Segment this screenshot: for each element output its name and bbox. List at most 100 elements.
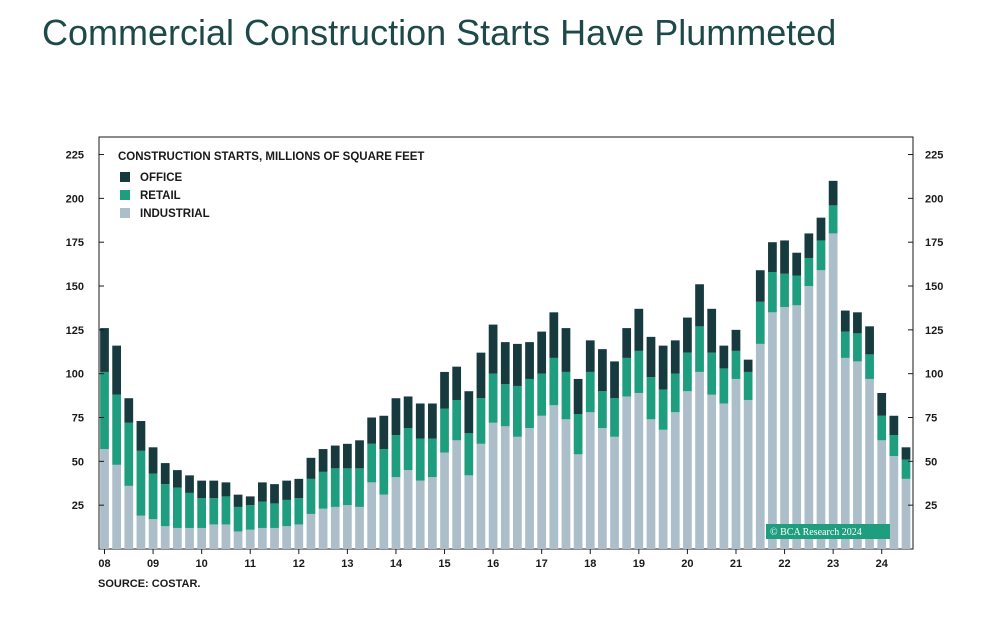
x-tick-label-15: 15	[438, 558, 450, 570]
bar-retail-3	[136, 450, 146, 516]
bar-office-18	[318, 449, 328, 472]
bar-retail-34	[513, 385, 522, 437]
page-title: Commercial Construction Starts Have Plum…	[42, 12, 837, 53]
bar-industrial-49	[695, 371, 704, 549]
y-tick-label-right-50: 50	[925, 456, 937, 468]
bar-retail-22	[367, 443, 377, 483]
bar-retail-1	[112, 394, 122, 465]
legend-label-office: OFFICE	[140, 172, 182, 184]
bar-retail-10	[221, 496, 231, 525]
bar-office-54	[755, 270, 765, 302]
bar-office-66	[901, 447, 911, 460]
bar-industrial-28	[440, 452, 449, 549]
bar-retail-51	[719, 368, 729, 404]
bar-industrial-29	[452, 440, 462, 549]
bar-office-62	[853, 312, 862, 334]
y-tick-label-left-225: 225	[66, 150, 84, 162]
bar-retail-16	[294, 498, 304, 525]
bar-office-60	[828, 180, 838, 206]
bar-industrial-47	[670, 412, 680, 549]
bar-retail-15	[282, 499, 292, 527]
bar-retail-13	[258, 501, 267, 528]
y-tick-label-right-100: 100	[925, 369, 943, 381]
bar-retail-7	[185, 492, 194, 528]
bar-office-22	[367, 417, 377, 444]
bar-office-37	[549, 312, 559, 358]
x-tick-label-09: 09	[147, 558, 159, 570]
x-tick-label-20: 20	[681, 558, 693, 570]
bar-retail-59	[816, 240, 826, 271]
x-tick-label-22: 22	[778, 558, 790, 570]
bar-office-33	[500, 342, 510, 385]
bar-retail-42	[610, 398, 619, 437]
bar-industrial-57	[792, 305, 802, 549]
bar-retail-64	[877, 415, 887, 441]
y-tick-label-left-200: 200	[66, 193, 84, 205]
bar-office-58	[804, 233, 814, 258]
bar-retail-9	[209, 498, 219, 525]
bar-retail-53	[743, 371, 753, 400]
bar-industrial-40	[585, 412, 595, 549]
x-tick-label-13: 13	[341, 558, 353, 570]
bar-retail-46	[658, 389, 668, 430]
y-tick-label-right-225: 225	[925, 150, 943, 162]
bar-office-11	[233, 494, 243, 507]
bar-industrial-25	[403, 470, 413, 549]
bar-office-57	[792, 252, 802, 276]
bar-retail-57	[792, 275, 802, 306]
bar-industrial-30	[464, 475, 474, 549]
bar-retail-58	[804, 257, 814, 287]
credit-label: © BCA Research 2024	[770, 527, 862, 538]
chart-title: CONSTRUCTION STARTS, MILLIONS OF SQUARE …	[118, 151, 424, 163]
bar-industrial-27	[428, 477, 437, 549]
bar-retail-60	[828, 205, 838, 234]
credit-box	[766, 524, 890, 539]
y-tick-label-left-150: 150	[66, 281, 84, 293]
x-tick-label-17: 17	[536, 558, 548, 570]
bar-office-16	[294, 478, 304, 499]
x-tick-label-11: 11	[244, 558, 256, 570]
bar-office-61	[840, 310, 850, 332]
bar-office-0	[100, 328, 109, 372]
x-tick-label-10: 10	[196, 558, 208, 570]
bar-industrial-60	[828, 233, 838, 549]
bar-retail-62	[853, 333, 862, 362]
bar-office-53	[743, 359, 753, 372]
legend-label-retail: RETAIL	[140, 190, 181, 202]
bar-industrial-13	[258, 527, 267, 549]
bar-industrial-0	[100, 449, 109, 549]
legend-label-industrial: INDUSTRIAL	[140, 208, 210, 220]
bar-industrial-38	[561, 419, 571, 549]
bar-office-43	[622, 328, 632, 358]
bar-industrial-11	[233, 531, 243, 549]
bar-office-12	[245, 496, 255, 506]
bar-retail-2	[124, 422, 134, 486]
y-tick-label-left-75: 75	[72, 413, 84, 425]
bar-retail-39	[573, 414, 583, 455]
bar-retail-12	[245, 505, 255, 530]
bar-office-48	[683, 317, 692, 353]
bar-office-8	[197, 480, 207, 499]
bar-industrial-26	[415, 480, 425, 549]
bar-industrial-14	[270, 527, 279, 549]
y-axis-left: 25 50 75 100 125 150 175 200 225	[66, 150, 104, 512]
bar-industrial-59	[816, 270, 826, 549]
bar-industrial-52	[731, 378, 741, 549]
bar-retail-26	[415, 438, 425, 481]
bar-industrial-55	[768, 312, 777, 549]
bar-retail-54	[755, 301, 765, 344]
y-tick-label-right-150: 150	[925, 281, 943, 293]
bar-office-20	[343, 443, 352, 469]
bar-retail-44	[634, 350, 644, 393]
bar-industrial-64	[877, 440, 887, 549]
y-tick-label-right-25: 25	[925, 500, 937, 512]
bar-retail-41	[598, 391, 607, 429]
bar-retail-5	[160, 484, 170, 527]
bar-retail-47	[670, 373, 680, 413]
bar-industrial-50	[707, 394, 717, 549]
bar-retail-21	[355, 468, 364, 507]
bar-office-35	[525, 342, 534, 379]
bar-industrial-6	[172, 527, 182, 549]
bar-retail-52	[731, 350, 741, 379]
bar-office-28	[440, 371, 449, 409]
